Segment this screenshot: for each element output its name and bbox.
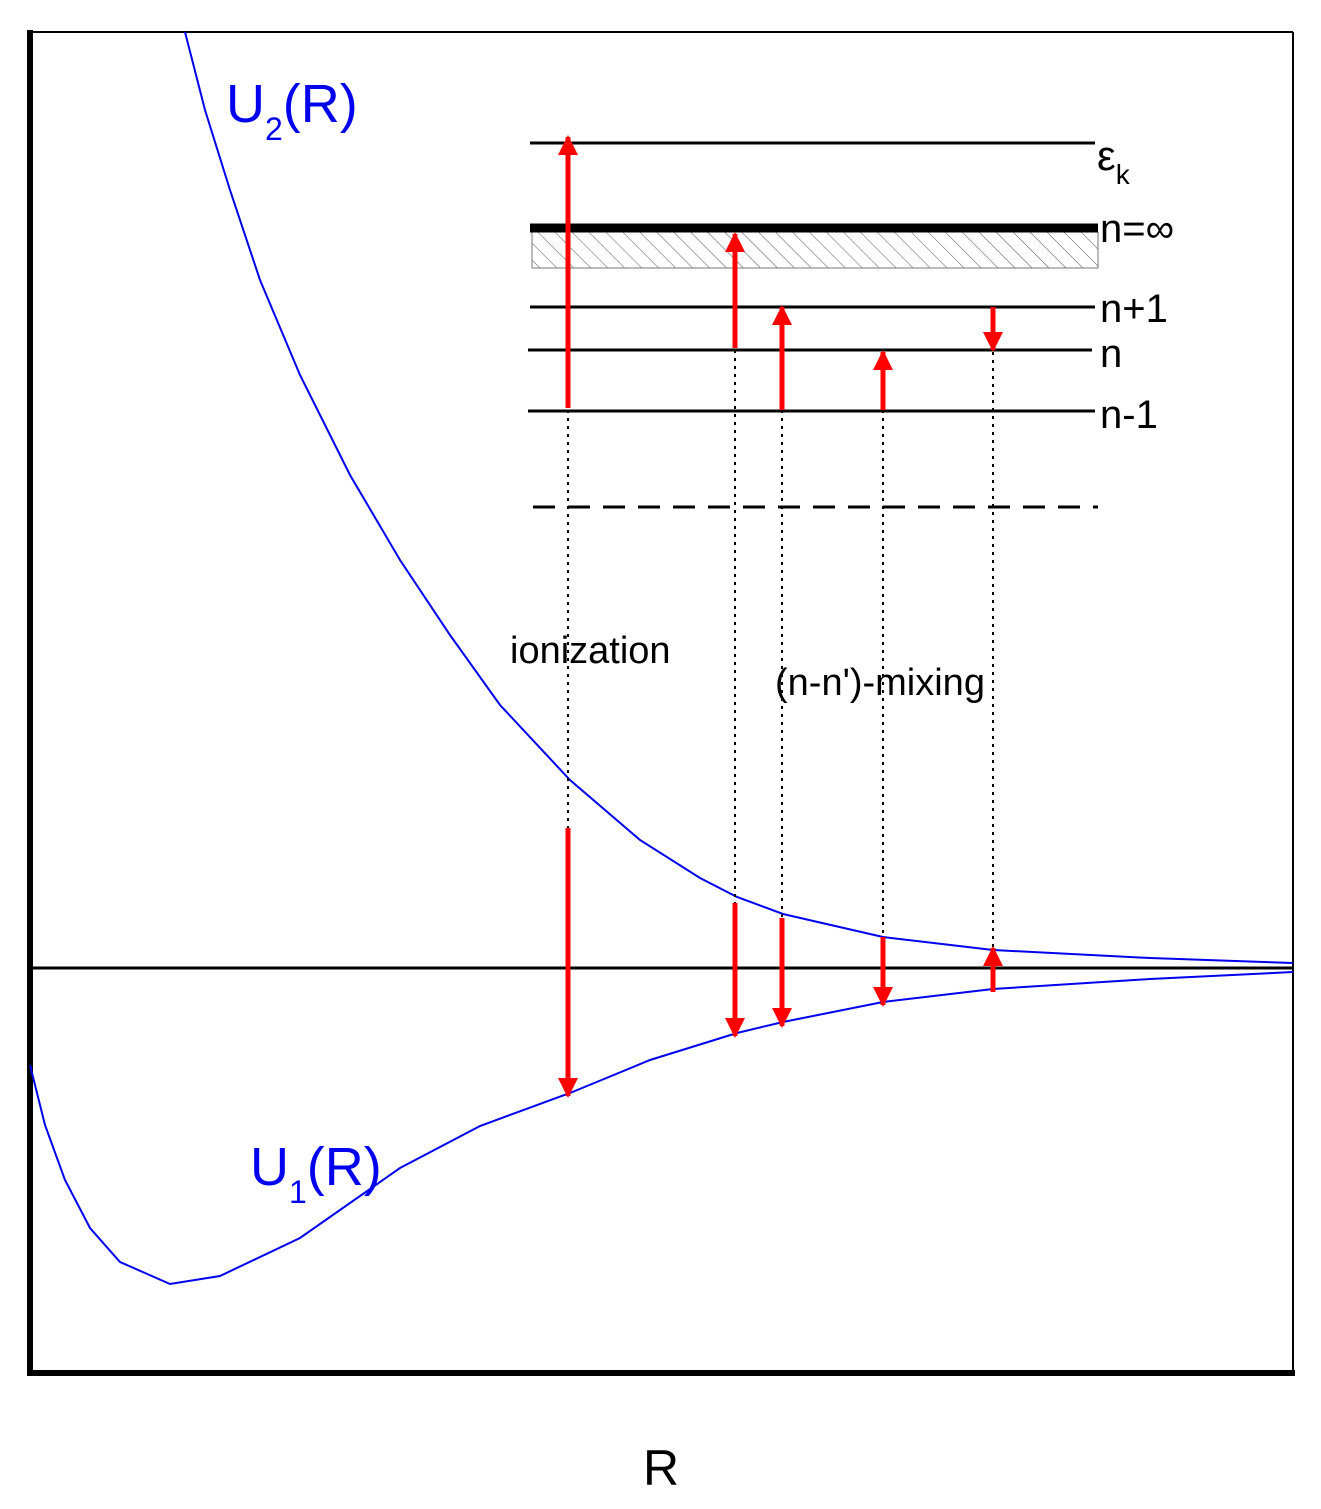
label-part: U (226, 74, 265, 134)
u2-label: U2(R) (226, 74, 358, 147)
ionization-label: ionization (510, 630, 671, 672)
axis-label: R (643, 1440, 679, 1496)
u1-label: U1(R) (250, 1137, 382, 1210)
infinity-label: n=∞ (1100, 207, 1174, 251)
label-part: U (250, 1137, 289, 1197)
levels (528, 141, 1099, 509)
epsilon-label: εk (1097, 132, 1131, 190)
label-part: 1 (289, 1174, 307, 1210)
lower-label: n-1 (1100, 393, 1158, 437)
upper-label: n+1 (1100, 287, 1168, 331)
mixing-label: (n-n')-mixing (775, 662, 985, 704)
frame (27, 30, 1295, 1376)
connectors (567, 350, 994, 950)
transition-arrows (558, 135, 1003, 1098)
u1-curve (29, 971, 1294, 1286)
label-part: k (1116, 159, 1131, 190)
label-part: 2 (265, 111, 283, 147)
label-part: ε (1097, 132, 1116, 179)
label-part: (R) (283, 74, 358, 134)
u2-curve (184, 31, 1294, 964)
label-part: (R) (307, 1137, 382, 1197)
middle-label: n (1100, 332, 1122, 376)
